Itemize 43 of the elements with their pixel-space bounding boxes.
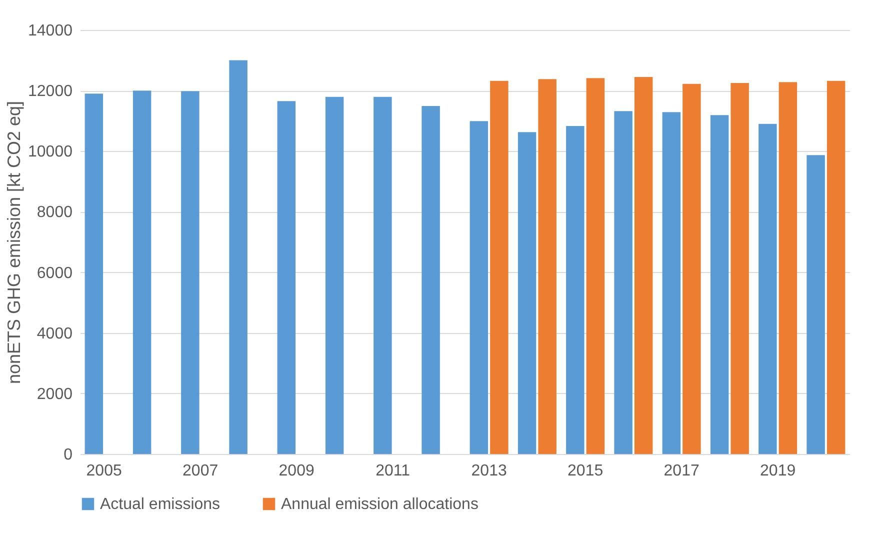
bar [682,84,701,454]
y-tick-label: 6000 [36,264,73,282]
bar [662,112,681,454]
bar [730,83,749,454]
y-tick-label: 14000 [28,22,73,40]
bar [422,106,440,454]
bar [758,124,777,454]
bar [826,80,846,454]
legend-label: Annual emission allocations [281,496,478,513]
bar [132,90,152,454]
x-tick-label: 2017 [664,462,700,480]
bar [538,79,556,454]
y-tick-label: 8000 [36,204,73,222]
x-tick-label: 2019 [760,462,796,480]
bar [518,132,536,454]
bar [586,78,605,454]
bar [277,101,296,454]
bar [778,82,798,454]
x-tick-label: 2009 [278,462,314,480]
bar [84,94,104,454]
bar [229,60,248,454]
bar [470,121,488,454]
y-axis-title: nonETS GHG emission [kt CO2 eq] [4,100,24,384]
bar [374,96,392,454]
bar [634,76,653,454]
x-tick-label: 2005 [86,462,122,480]
bar [181,91,200,454]
x-tick-label: 2015 [568,462,604,480]
y-tick-label: 10000 [28,144,73,161]
bar [490,80,508,454]
x-tick-label: 2011 [376,462,410,480]
bar [325,96,344,454]
bar [614,111,632,454]
y-tick-label: 2000 [36,386,73,403]
bar [806,155,825,454]
x-tick-label: 2013 [471,462,507,480]
y-tick-label: 0 [64,446,73,464]
y-tick-label: 12000 [28,83,73,100]
bar [710,115,729,454]
bar [566,126,584,454]
y-tick-label: 4000 [36,325,73,342]
x-tick-label: 2007 [182,462,218,480]
legend-label: Actual emissions [100,496,220,513]
